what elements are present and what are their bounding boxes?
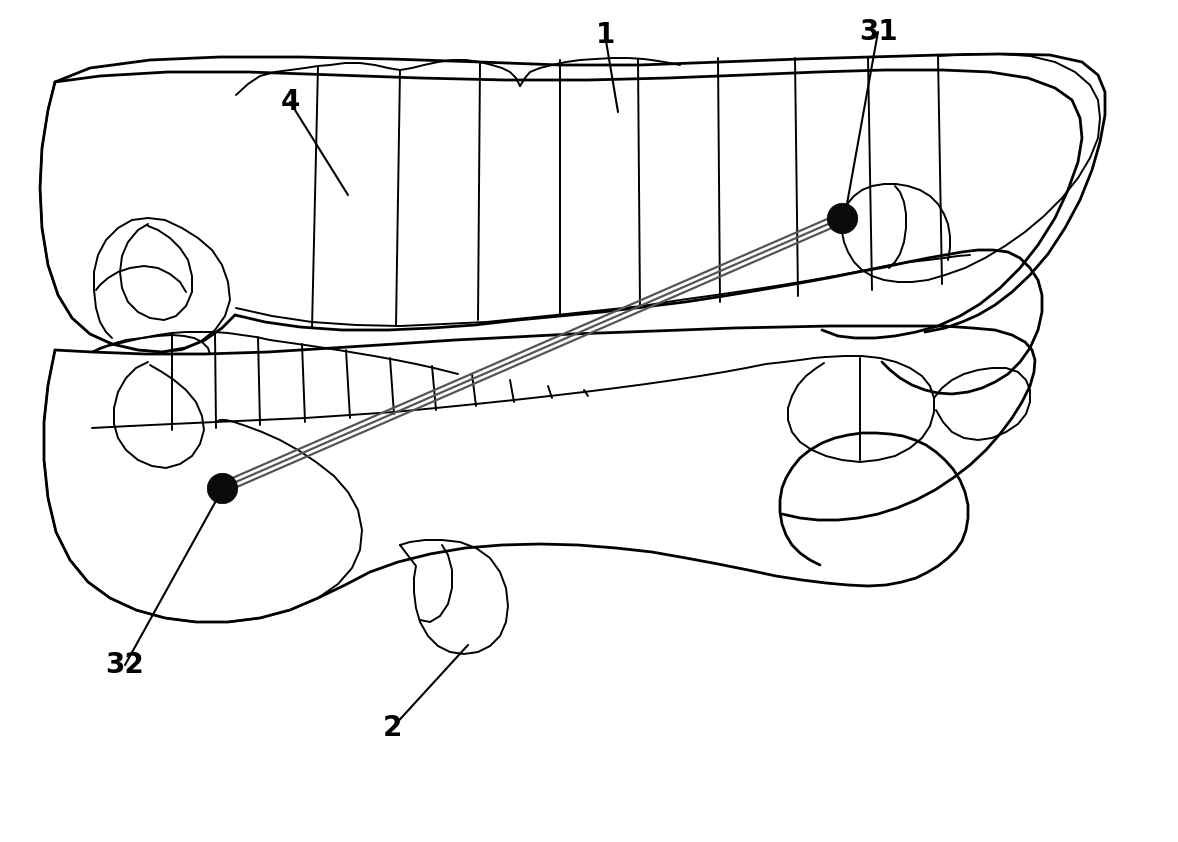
Point bbox=[833, 211, 852, 225]
Text: 32: 32 bbox=[106, 651, 145, 679]
Text: 1: 1 bbox=[595, 21, 615, 49]
Text: 2: 2 bbox=[383, 714, 402, 742]
Text: 31: 31 bbox=[859, 18, 898, 46]
Text: 4: 4 bbox=[280, 88, 299, 116]
Point bbox=[212, 482, 231, 495]
